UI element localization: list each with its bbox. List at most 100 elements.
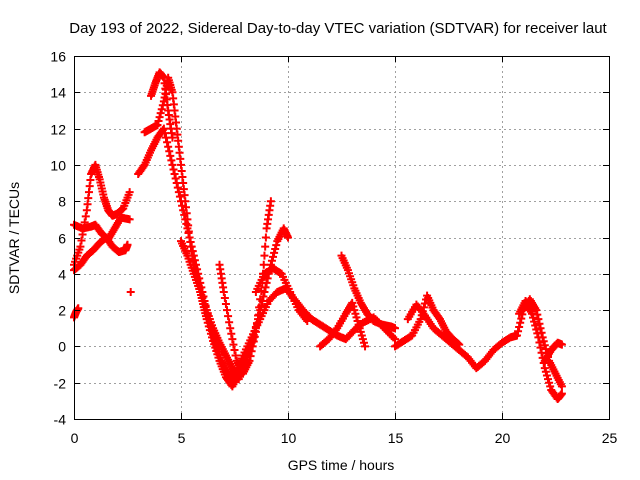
data-point (153, 120, 162, 129)
data-point (269, 252, 278, 261)
data-point (230, 346, 239, 355)
data-point (225, 318, 234, 327)
data-point (517, 314, 526, 323)
data-point (512, 331, 521, 340)
data-point (77, 236, 86, 245)
data-point (516, 318, 525, 327)
data-point (163, 138, 172, 147)
data-point (527, 309, 536, 318)
y-tick-label: 6 (58, 231, 66, 247)
data-point (157, 105, 166, 114)
data-point (261, 283, 270, 292)
data-point (391, 324, 399, 333)
data-point (539, 337, 548, 346)
data-point (284, 233, 292, 242)
data-point (515, 323, 524, 332)
data-point (271, 244, 280, 253)
data-point (514, 327, 523, 336)
data-point (361, 342, 370, 351)
data-point (164, 142, 173, 151)
data-point (160, 129, 169, 138)
data-point (231, 351, 240, 360)
data-point (245, 356, 254, 365)
x-axis-label: GPS time / hours (288, 457, 395, 473)
y-tick-label: 8 (58, 194, 66, 210)
data-point (178, 201, 187, 210)
data-point (532, 325, 541, 334)
y-tick-label: 10 (50, 158, 66, 174)
data-point (260, 251, 269, 260)
x-tick-label: 25 (602, 430, 618, 446)
data-point (154, 117, 163, 126)
y-tick-label: -2 (54, 376, 67, 392)
data-point (416, 315, 425, 324)
data-points (70, 68, 566, 404)
data-point (171, 174, 180, 183)
data-point (169, 165, 178, 174)
y-tick-label: 12 (50, 122, 66, 138)
data-point (229, 340, 238, 349)
data-point (535, 338, 544, 347)
data-point (182, 219, 191, 228)
data-point (536, 324, 545, 333)
y-tick-label: 0 (58, 339, 66, 355)
data-point (530, 317, 539, 326)
data-point (123, 240, 132, 249)
data-point (267, 256, 276, 265)
data-point (173, 183, 182, 192)
x-tick-label: 20 (495, 430, 511, 446)
data-point (256, 295, 265, 304)
data-point (165, 147, 174, 156)
data-point (228, 335, 237, 344)
data-point (224, 312, 233, 321)
data-point (125, 188, 134, 197)
data-point (303, 316, 312, 325)
data-point (533, 329, 542, 338)
y-tick-label: 14 (50, 85, 66, 101)
data-point (167, 156, 176, 165)
data-point (155, 113, 164, 122)
data-point (536, 343, 545, 352)
data-point (170, 169, 179, 178)
data-point (529, 313, 538, 322)
data-point (535, 319, 544, 328)
x-tick-label: 0 (71, 430, 79, 446)
data-point (255, 303, 264, 312)
data-point (534, 315, 543, 324)
ticks: 0 5 10 15 20 25 -4 -2 0 2 4 6 8 10 12 14 16 (50, 49, 617, 447)
data-point (266, 197, 275, 206)
data-point (531, 321, 540, 330)
y-tick-label: 2 (58, 303, 66, 319)
gridlines (74, 56, 609, 419)
chart-title: Day 193 of 2022, Sidereal Day-to-day VTE… (69, 20, 607, 37)
data-point (226, 324, 235, 333)
data-point (540, 341, 549, 350)
data-point (261, 242, 270, 251)
data-point (220, 294, 229, 302)
data-point (76, 242, 85, 251)
data-point (261, 233, 270, 242)
data-point (557, 382, 566, 391)
x-tick-label: 10 (281, 430, 297, 446)
data-point (246, 352, 255, 361)
data-point (175, 192, 184, 201)
y-tick-label: -4 (54, 412, 67, 428)
data-point (259, 260, 268, 269)
y-tick-label: 4 (58, 267, 66, 283)
data-point (391, 335, 399, 344)
data-point (168, 133, 177, 142)
data-point (227, 329, 236, 338)
y-tick-label: 16 (50, 49, 66, 65)
y-axis-label: SDTVAR / TECUs (6, 182, 22, 294)
data-point (174, 188, 183, 197)
data-point (534, 333, 543, 342)
data-point (166, 151, 175, 160)
x-tick-label: 5 (178, 430, 186, 446)
data-point (126, 287, 135, 296)
data-point (81, 212, 90, 221)
data-point (159, 124, 168, 133)
data-point (168, 160, 177, 169)
data-point (270, 248, 279, 257)
data-point (219, 287, 228, 296)
